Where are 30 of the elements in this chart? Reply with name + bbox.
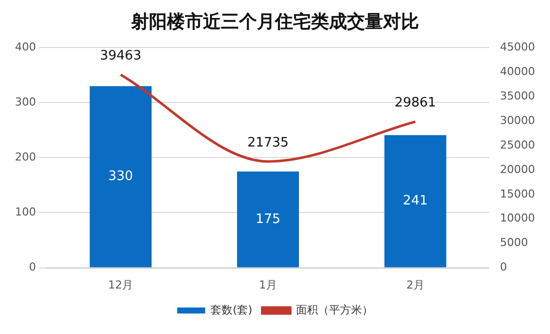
bar <box>237 171 299 268</box>
x-tick-label: 2月 <box>406 278 424 292</box>
y2-tick-label: 35000 <box>500 89 536 102</box>
data-label: 29861 <box>394 96 436 111</box>
data-label: 241 <box>402 194 428 209</box>
y-tick-label: 300 <box>14 96 36 109</box>
bar <box>384 135 446 268</box>
y-tick-label: 400 <box>14 40 36 54</box>
data-label: 330 <box>108 169 134 184</box>
y2-tick-label: 40000 <box>500 64 536 78</box>
legend-label: 面积（平方米） <box>296 303 373 316</box>
x-tick-label: 1月 <box>259 278 277 292</box>
y2-tick-label: 30000 <box>500 114 536 127</box>
y2-tick-label: 10000 <box>500 212 536 225</box>
y2-tick-label: 45000 <box>500 40 536 54</box>
bar <box>90 86 152 268</box>
data-label: 175 <box>256 212 280 227</box>
y2-tick-label: 15000 <box>500 187 536 200</box>
y-tick-label: 100 <box>14 206 36 219</box>
y2-tick-label: 0 <box>500 260 508 274</box>
y2-tick-label: 5000 <box>500 236 528 250</box>
chart-title: 射阳楼市近三个月住宅类成交量对比 <box>130 11 419 32</box>
y-tick-label: 200 <box>14 150 36 164</box>
data-label: 39463 <box>100 48 142 64</box>
y2-tick-label: 25000 <box>500 138 536 152</box>
legend-label: 套数(套) <box>210 303 252 316</box>
data-label: 21735 <box>247 135 289 150</box>
y2-tick-label: 20000 <box>500 162 536 176</box>
y-tick-label: 0 <box>28 260 36 274</box>
x-tick-label: 12月 <box>108 278 134 292</box>
